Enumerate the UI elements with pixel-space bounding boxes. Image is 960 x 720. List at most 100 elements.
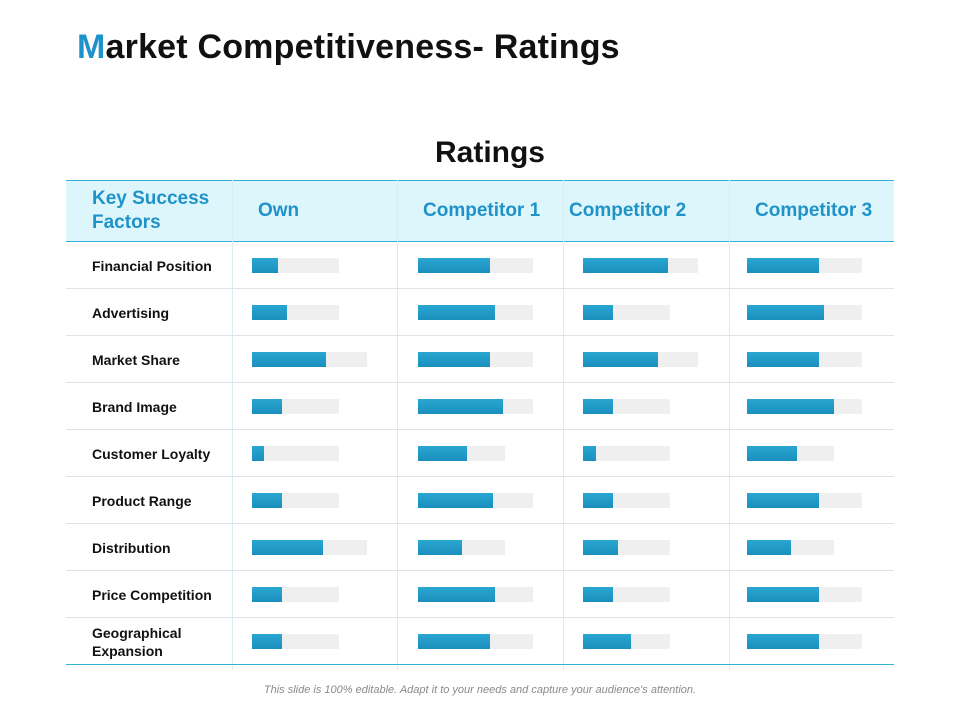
rating-bar-competitor-3-product-range xyxy=(747,493,819,508)
bar-track-competitor-2 xyxy=(583,634,670,649)
bar-track-competitor-3 xyxy=(747,634,862,649)
bar-track-competitor-3 xyxy=(747,540,834,555)
column-separator xyxy=(563,180,564,670)
column-separator xyxy=(729,180,730,670)
title-accent-letter: M xyxy=(77,28,106,66)
row-label-product-range: Product Range xyxy=(92,492,192,509)
bar-track-own xyxy=(252,258,339,273)
column-header-competitor-2: Competitor 2 xyxy=(569,200,687,221)
table-row: Financial Position xyxy=(66,242,894,289)
rating-bar-competitor-1-price-competition xyxy=(418,587,495,602)
column-header-competitor-3: Competitor 3 xyxy=(755,200,873,221)
column-separator xyxy=(232,180,233,670)
table-row: Market Share xyxy=(66,336,894,383)
bar-track-own xyxy=(252,540,367,555)
bar-track-competitor-1 xyxy=(418,587,533,602)
row-label-geographical-expansion: Geographical Expansion xyxy=(92,624,182,659)
row-label-financial-position: Financial Position xyxy=(92,257,212,274)
rating-bar-competitor-2-geographical-expansion xyxy=(583,634,631,649)
rating-bar-competitor-2-price-competition xyxy=(583,587,613,602)
bar-track-own xyxy=(252,634,339,649)
bar-track-competitor-1 xyxy=(418,258,533,273)
bar-track-competitor-3 xyxy=(747,587,862,602)
bar-track-own xyxy=(252,305,339,320)
bar-track-own xyxy=(252,399,339,414)
rating-bar-competitor-3-price-competition xyxy=(747,587,819,602)
bar-track-own xyxy=(252,493,339,508)
page-title: Market Competitiveness- Ratings xyxy=(77,28,620,67)
rating-bar-competitor-2-advertising xyxy=(583,305,613,320)
rating-bar-competitor-2-financial-position xyxy=(583,258,668,273)
title-text: arket Competitiveness- Ratings xyxy=(105,28,620,66)
rating-bar-competitor-1-customer-loyalty xyxy=(418,446,467,461)
row-label-customer-loyalty: Customer Loyalty xyxy=(92,445,211,462)
table-row: Brand Image xyxy=(66,383,894,430)
column-header-key-success-factors: Key Success Factors xyxy=(92,188,210,233)
column-header-competitor-1: Competitor 1 xyxy=(423,200,541,221)
rating-bar-competitor-1-product-range xyxy=(418,493,493,508)
row-label-advertising: Advertising xyxy=(92,304,170,321)
rating-bar-competitor-2-product-range xyxy=(583,493,613,508)
bar-track-competitor-3 xyxy=(747,446,834,461)
rating-bar-competitor-1-financial-position xyxy=(418,258,490,273)
table-row: Distribution xyxy=(66,524,894,571)
rating-bar-own-financial-position xyxy=(252,258,278,273)
bar-track-competitor-2 xyxy=(583,352,698,367)
rating-bar-own-advertising xyxy=(252,305,287,320)
rating-bar-competitor-2-market-share xyxy=(583,352,658,367)
rating-bar-own-distribution xyxy=(252,540,323,555)
column-separator xyxy=(397,180,398,670)
row-label-price-competition: Price Competition xyxy=(92,586,212,603)
bar-track-competitor-2 xyxy=(583,399,670,414)
rating-bar-own-brand-image xyxy=(252,399,282,414)
bar-track-competitor-1 xyxy=(418,540,505,555)
bar-track-competitor-1 xyxy=(418,305,533,320)
rating-bar-competitor-2-customer-loyalty xyxy=(583,446,596,461)
rating-bar-own-product-range xyxy=(252,493,282,508)
table-header-row: Key Success Factors Own Competitor 1 Compe… xyxy=(66,180,894,242)
bar-track-competitor-3 xyxy=(747,399,862,414)
bar-track-competitor-1 xyxy=(418,634,533,649)
rating-bar-competitor-2-brand-image xyxy=(583,399,613,414)
table-row: Product Range xyxy=(66,477,894,524)
column-header-own: Own xyxy=(258,200,300,221)
bar-track-competitor-1 xyxy=(418,446,505,461)
rating-bar-own-price-competition xyxy=(252,587,282,602)
rating-bar-competitor-1-advertising xyxy=(418,305,495,320)
rating-bar-competitor-1-market-share xyxy=(418,352,490,367)
ratings-table: Key Success Factors Own Competitor 1 Compe… xyxy=(66,180,894,670)
bar-track-own xyxy=(252,352,367,367)
rating-bar-competitor-2-distribution xyxy=(583,540,618,555)
rating-bar-competitor-1-brand-image xyxy=(418,399,503,414)
rating-bar-competitor-3-brand-image xyxy=(747,399,834,414)
rating-bar-own-market-share xyxy=(252,352,326,367)
bar-track-competitor-2 xyxy=(583,587,670,602)
rating-bar-competitor-3-customer-loyalty xyxy=(747,446,797,461)
bar-track-competitor-1 xyxy=(418,399,533,414)
bar-track-own xyxy=(252,587,339,602)
footer-note: This slide is 100% editable. Adapt it to… xyxy=(263,684,697,696)
table-row: Advertising xyxy=(66,289,894,336)
bar-track-competitor-1 xyxy=(418,352,533,367)
bar-track-competitor-2 xyxy=(583,258,698,273)
bar-track-competitor-3 xyxy=(747,258,862,273)
table-row: Customer Loyalty xyxy=(66,430,894,477)
rating-bar-own-geographical-expansion xyxy=(252,634,282,649)
bar-track-competitor-1 xyxy=(418,493,533,508)
bar-track-competitor-2 xyxy=(583,446,670,461)
bar-track-competitor-2 xyxy=(583,540,670,555)
row-label-distribution: Distribution xyxy=(92,539,171,556)
rating-bar-own-customer-loyalty xyxy=(252,446,264,461)
bar-track-competitor-3 xyxy=(747,493,862,508)
bar-track-competitor-3 xyxy=(747,305,862,320)
rating-bar-competitor-3-financial-position xyxy=(747,258,819,273)
rating-bar-competitor-3-geographical-expansion xyxy=(747,634,819,649)
table-title: Ratings xyxy=(434,136,545,169)
rating-bar-competitor-3-market-share xyxy=(747,352,819,367)
table-row: Geographical Expansion xyxy=(66,618,894,665)
bar-track-competitor-2 xyxy=(583,305,670,320)
rating-bar-competitor-3-distribution xyxy=(747,540,791,555)
rating-bar-competitor-1-geographical-expansion xyxy=(418,634,490,649)
rating-bar-competitor-1-distribution xyxy=(418,540,462,555)
row-label-market-share: Market Share xyxy=(92,351,180,368)
